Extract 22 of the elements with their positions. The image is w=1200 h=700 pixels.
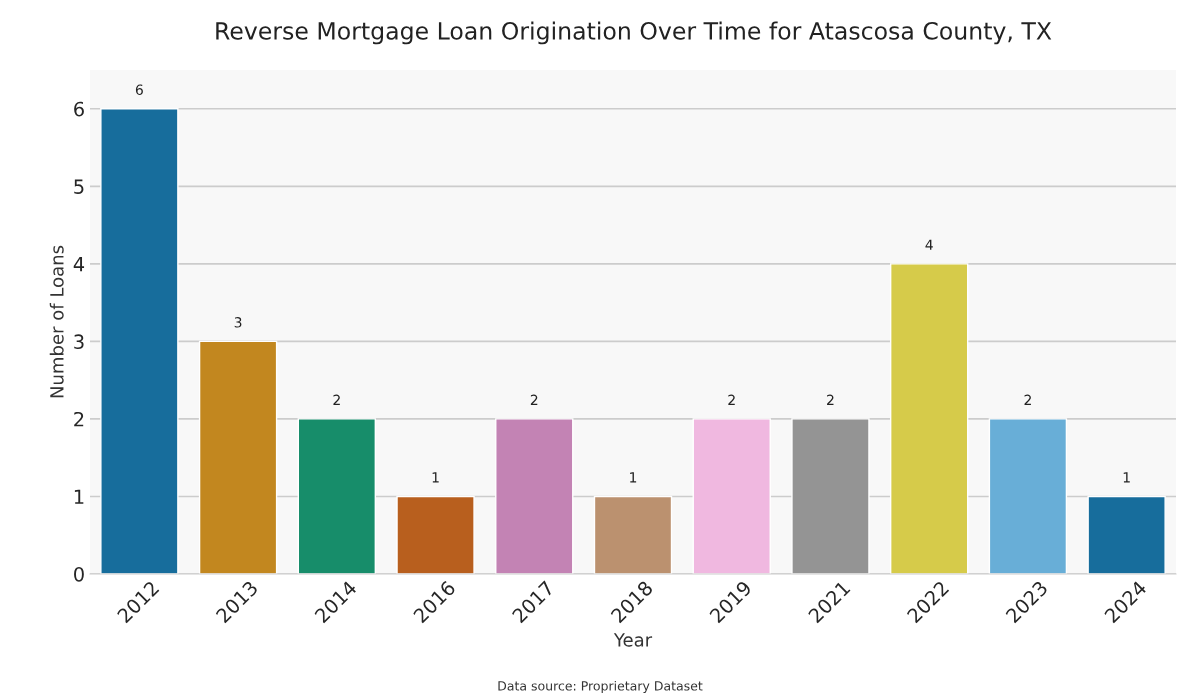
data-label: 3: [234, 317, 242, 328]
data-label: 2: [530, 394, 538, 405]
data-label: 1: [432, 472, 439, 483]
y-axis-title: Number of Loans: [49, 245, 64, 398]
y-tick-label: 3: [74, 334, 84, 350]
data-label: 1: [630, 472, 637, 483]
data-label: 2: [333, 394, 340, 405]
source-note: Data source: Proprietary Dataset: [498, 680, 703, 693]
data-label: 6: [135, 84, 143, 95]
y-tick-label: 2: [74, 411, 84, 427]
chart-title: Reverse Mortgage Loan Origination Over Time for Atascosa County, TX: [216, 21, 1052, 45]
data-label: 4: [925, 239, 933, 250]
data-label: 2: [1024, 394, 1031, 405]
y-tick-label: 5: [74, 179, 84, 194]
data-label: 1: [1123, 472, 1130, 483]
y-tick-label: 4: [73, 257, 85, 272]
y-tick-label: 0: [74, 566, 84, 582]
y-tick-label: 1: [74, 489, 84, 504]
data-label: 2: [827, 394, 834, 405]
y-tick-label: 6: [74, 101, 84, 117]
data-label: 2: [728, 394, 735, 405]
x-axis-title: Year: [613, 633, 653, 647]
